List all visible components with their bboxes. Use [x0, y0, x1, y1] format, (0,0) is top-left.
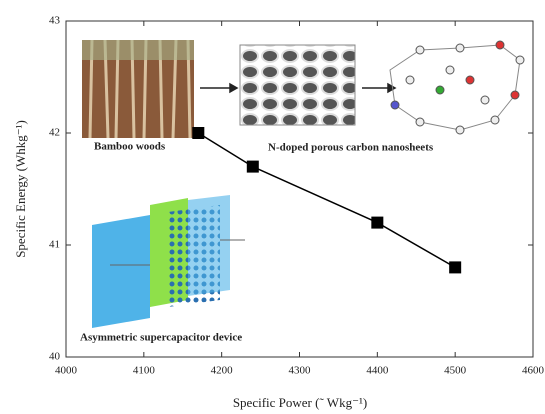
y-tick-label: 43: [49, 15, 61, 27]
sem-image: [240, 45, 355, 125]
x-tick-label: 4600: [522, 365, 545, 377]
marker: [371, 217, 383, 229]
y-tick-label: 42: [49, 127, 60, 139]
chart: Bamboo woods N-doped porous carbon nanos…: [0, 0, 545, 414]
bamboo-image: [82, 40, 194, 138]
y-tick-label: 41: [49, 239, 60, 251]
marker: [192, 127, 204, 139]
x-tick-label: 4100: [133, 365, 156, 377]
marker: [449, 261, 461, 273]
x-tick-label: 4500: [444, 365, 467, 377]
annotation: N-doped porous carbon nanosheets: [268, 142, 434, 154]
page: Bamboo woods N-doped porous carbon nanos…: [0, 0, 545, 414]
device-image: [92, 195, 245, 328]
x-tick-label: 4400: [366, 365, 389, 377]
marker: [247, 161, 259, 173]
molecule-image: [390, 41, 524, 134]
x-tick-label: 4300: [289, 365, 312, 377]
x-axis-label: Specific Power (˜ Wkg⁻¹): [233, 395, 367, 410]
annotation: Bamboo woods: [94, 141, 166, 153]
y-tick-label: 40: [49, 351, 61, 363]
annotation: Asymmetric supercapacitor device: [80, 332, 242, 344]
x-tick-label: 4200: [211, 365, 234, 377]
x-tick-label: 4000: [55, 365, 78, 377]
y-axis-label: Specific Energy (Whkg⁻¹): [13, 120, 28, 258]
